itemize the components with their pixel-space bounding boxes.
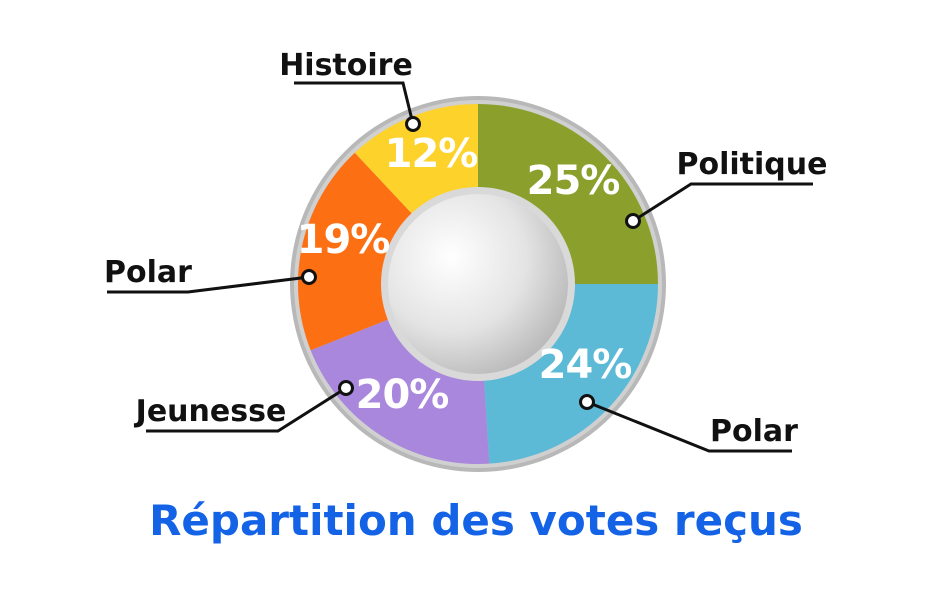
callout-leader-line <box>632 182 813 223</box>
slice-category-label: Jeunesse <box>134 394 287 429</box>
slice-value-label: 19% <box>297 217 390 263</box>
slice-value-label: 20% <box>356 372 449 418</box>
chart-title: Répartition des votes reçus <box>149 496 803 545</box>
percent-labels: 25% 24% 20% 19% 12% <box>297 131 633 418</box>
callout-dot <box>579 394 595 410</box>
slice-value-label: 25% <box>527 158 620 204</box>
callout-dot <box>338 380 354 396</box>
slice-category-label: Polar <box>104 255 192 290</box>
slice-category-label: Politique <box>677 147 828 182</box>
slice-value-label: 24% <box>539 342 632 388</box>
callout-dot <box>301 269 317 285</box>
slice-value-label: 12% <box>385 131 478 177</box>
callout-dot <box>405 116 421 132</box>
callout-dot <box>625 213 641 229</box>
donut-center <box>388 194 568 374</box>
slice-category-label: Polar <box>710 414 798 449</box>
slice-category-label: Histoire <box>279 48 413 83</box>
callout-leader-line <box>586 400 792 453</box>
callout-leader-line <box>294 81 415 125</box>
callout-leader-line <box>107 275 310 294</box>
callouts-group: Politique Polar Jeunesse Polar Histoire <box>104 48 828 453</box>
callout-leader-line <box>146 386 347 433</box>
